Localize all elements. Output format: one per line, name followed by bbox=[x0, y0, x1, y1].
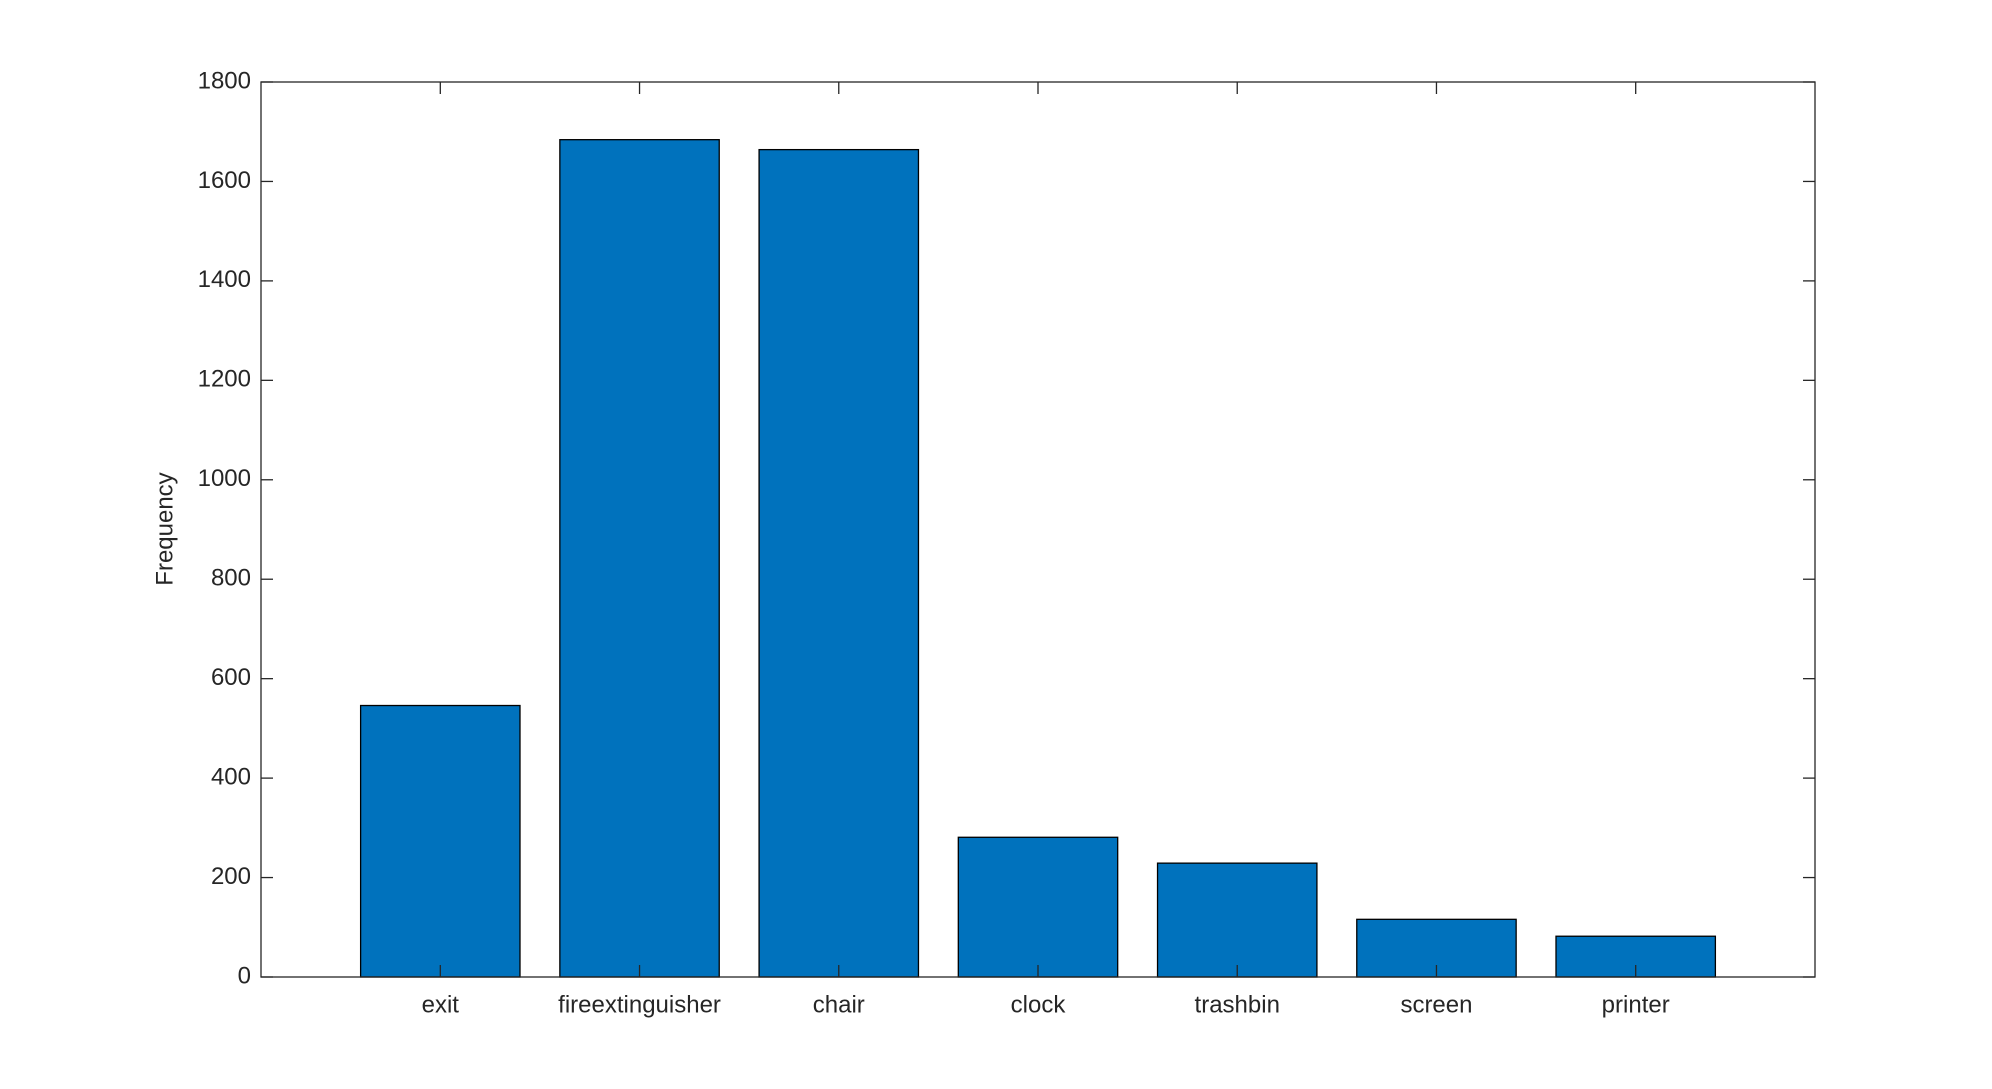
y-tick-label: 200 bbox=[211, 863, 251, 890]
y-tick-label: 1000 bbox=[198, 465, 251, 492]
bar bbox=[1156, 862, 1318, 978]
bar bbox=[957, 836, 1119, 978]
bar bbox=[758, 148, 920, 978]
y-tick-label: 0 bbox=[238, 962, 251, 989]
x-tick-label: exit bbox=[422, 991, 460, 1018]
x-tick-label: fireextinguisher bbox=[558, 991, 721, 1018]
y-tick-label: 800 bbox=[211, 565, 251, 592]
axes-box bbox=[260, 81, 1816, 978]
y-tick-label: 1600 bbox=[198, 167, 251, 194]
y-tick-label: 600 bbox=[211, 664, 251, 691]
x-tick-label: chair bbox=[813, 991, 865, 1018]
y-tick-label: 1800 bbox=[198, 67, 251, 94]
bar bbox=[359, 704, 521, 978]
x-tick-label: clock bbox=[1011, 991, 1067, 1018]
x-tick-label: printer bbox=[1602, 991, 1670, 1018]
y-tick-label: 400 bbox=[211, 763, 251, 790]
y-axis-label: Frequency bbox=[151, 472, 178, 585]
bar bbox=[559, 139, 720, 978]
x-tick-label: screen bbox=[1400, 991, 1472, 1018]
x-tick-label: trashbin bbox=[1195, 991, 1280, 1018]
y-tick-label: 1200 bbox=[198, 366, 251, 393]
y-tick-label: 1400 bbox=[198, 266, 251, 293]
